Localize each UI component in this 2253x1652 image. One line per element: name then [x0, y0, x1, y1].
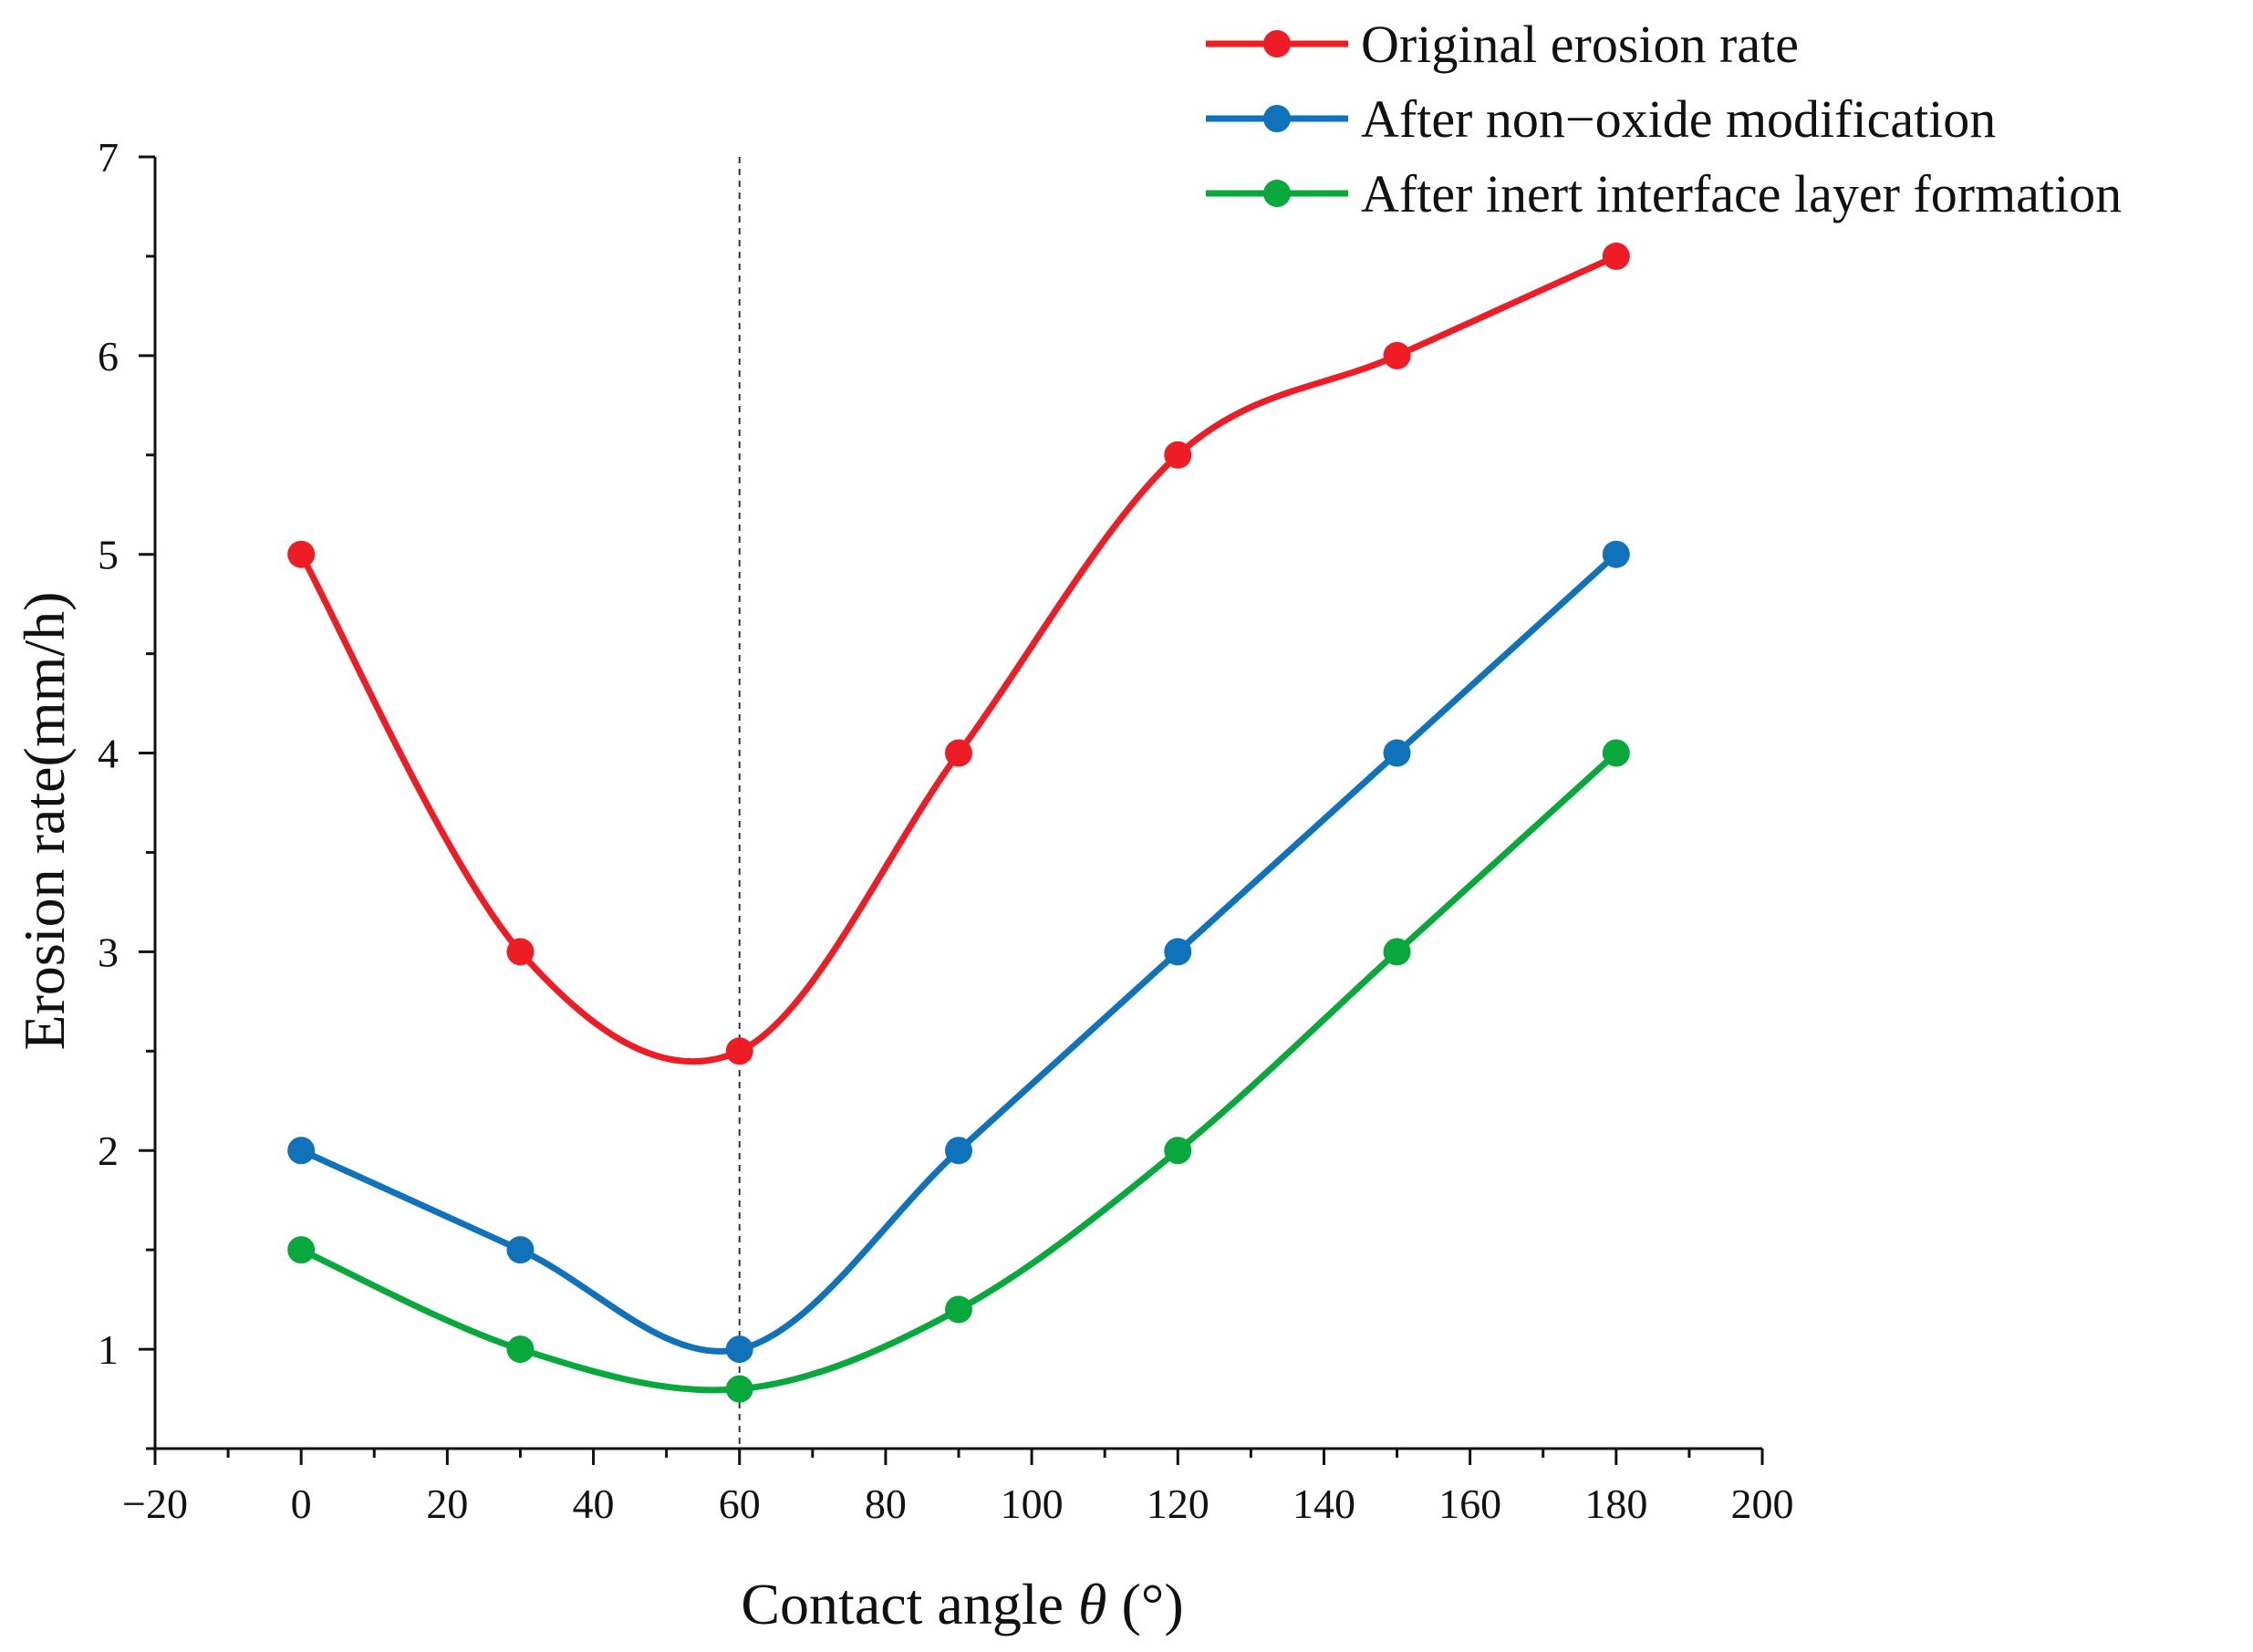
legend-item-2: After non−oxide modification — [1206, 89, 1996, 149]
legend-label: Original erosion rate — [1361, 15, 1799, 74]
y-tick-label: 7 — [98, 134, 119, 181]
data-point — [1602, 540, 1630, 568]
x-tick-label: 100 — [1001, 1481, 1064, 1527]
data-point — [1164, 441, 1192, 469]
series-line — [299, 552, 1619, 1355]
data-point — [725, 1335, 753, 1364]
x-tick-label: 180 — [1584, 1481, 1647, 1527]
x-axis-title-suffix: (°) — [1106, 1572, 1183, 1636]
legend-label: After inert interface layer formation — [1361, 164, 2122, 223]
series-layer — [287, 242, 1630, 1403]
data-point — [1164, 938, 1192, 966]
y-tick-label: 6 — [98, 333, 119, 379]
y-tick-label: 1 — [98, 1326, 119, 1373]
data-point — [1383, 938, 1411, 966]
x-tick-label: 40 — [573, 1481, 615, 1527]
x-axis-title-symbol: θ — [1078, 1572, 1106, 1636]
data-point — [506, 1236, 535, 1264]
data-point — [945, 1295, 972, 1324]
data-point — [1383, 341, 1411, 369]
data-point — [1602, 739, 1630, 767]
x-tick-label: −20 — [122, 1481, 188, 1527]
y-tick-label: 4 — [98, 731, 119, 777]
data-point — [725, 1375, 753, 1403]
data-point — [1383, 739, 1411, 767]
y-tick-label: 3 — [98, 929, 119, 975]
legend-label: After non−oxide modification — [1361, 89, 1996, 149]
legend-item-1: Original erosion rate — [1206, 15, 1799, 74]
x-axis-title-prefix: Contact angle — [741, 1572, 1078, 1636]
x-tick-label: 80 — [865, 1481, 907, 1527]
data-point — [945, 739, 972, 767]
series-3 — [287, 739, 1630, 1403]
x-tick-label: 0 — [291, 1481, 312, 1527]
x-tick-label: 200 — [1731, 1481, 1794, 1527]
series-2 — [287, 540, 1630, 1364]
data-point — [287, 1236, 316, 1264]
y-axis-title: Erosion rate(mm/h) — [12, 592, 77, 1051]
y-tick-label: 2 — [98, 1127, 119, 1174]
legend-swatch-marker — [1263, 105, 1291, 132]
y-tick-label: 5 — [98, 532, 119, 578]
x-tick-label: 60 — [719, 1481, 761, 1527]
data-point — [506, 1335, 535, 1364]
data-point — [287, 540, 316, 568]
legend: Original erosion rate After non−oxide mod… — [1206, 15, 2122, 223]
legend-swatch-marker — [1263, 30, 1291, 57]
series-line — [299, 750, 1619, 1394]
x-axis-title: Contact angle θ (°) — [741, 1572, 1183, 1636]
axes-layer: −20 0 20 40 60 80 100 120 140 160 180 200 1 2 3 4 5 6 7 — [98, 134, 1794, 1527]
data-point — [1164, 1137, 1192, 1165]
legend-item-3: After inert interface layer formation — [1206, 164, 2122, 223]
data-point — [725, 1037, 753, 1065]
series-1 — [287, 242, 1630, 1065]
series-line — [298, 253, 1618, 1065]
data-point — [1602, 242, 1630, 270]
data-point — [506, 938, 535, 966]
data-point — [945, 1137, 972, 1165]
x-tick-label: 160 — [1438, 1481, 1501, 1527]
data-point — [287, 1137, 316, 1165]
x-tick-label: 120 — [1147, 1481, 1210, 1527]
x-tick-label: 140 — [1293, 1481, 1355, 1527]
legend-swatch-marker — [1263, 180, 1291, 207]
x-tick-label: 20 — [426, 1481, 468, 1527]
